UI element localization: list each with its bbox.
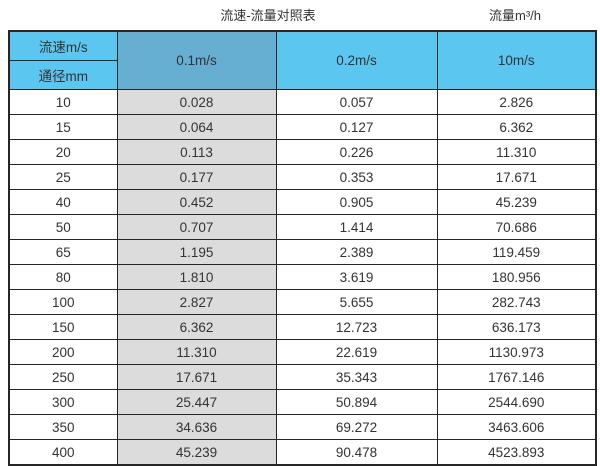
value-cell: 0.353 — [275, 164, 438, 190]
diameter-cell: 80 — [8, 264, 118, 290]
diameter-cell: 40 — [8, 189, 118, 215]
value-cell: 180.956 — [436, 264, 597, 290]
diameter-cell: 300 — [8, 389, 118, 415]
value-cell: 35.343 — [275, 364, 438, 390]
value-cell: 0.452 — [116, 189, 277, 215]
diameter-cell: 25 — [8, 164, 118, 190]
value-cell: 25.447 — [116, 389, 277, 415]
value-cell: 0.113 — [116, 139, 277, 165]
value-cell: 22.619 — [275, 339, 438, 365]
value-cell: 70.686 — [436, 214, 597, 240]
value-cell: 2.827 — [116, 289, 277, 315]
value-cell: 1.195 — [116, 239, 277, 265]
diameter-cell: 65 — [8, 239, 118, 265]
table-row: 25 0.177 0.353 17.671 — [8, 164, 597, 190]
value-cell: 17.671 — [436, 164, 597, 190]
value-cell: 1767.146 — [436, 364, 597, 390]
value-cell: 0.905 — [275, 189, 438, 215]
value-cell: 34.636 — [116, 414, 277, 440]
value-cell: 1130.973 — [436, 339, 597, 365]
table-row: 50 0.707 1.414 70.686 — [8, 214, 597, 240]
corner-velocity-label: 流速m/s — [8, 30, 118, 61]
diameter-cell: 400 — [8, 439, 118, 466]
diameter-cell: 50 — [8, 214, 118, 240]
table-row: 65 1.195 2.389 119.459 — [8, 239, 597, 265]
table-row: 200 11.310 22.619 1130.973 — [8, 339, 597, 365]
table-header: 流速m/s 0.1m/s 0.2m/s 10m/s 通径mm — [8, 30, 597, 90]
value-cell: 45.239 — [436, 189, 597, 215]
value-cell: 2.826 — [436, 89, 597, 115]
value-cell: 3.619 — [275, 264, 438, 290]
diameter-cell: 350 — [8, 414, 118, 440]
table-row: 15 0.064 0.127 6.362 — [8, 114, 597, 140]
diameter-cell: 200 — [8, 339, 118, 365]
value-cell: 119.459 — [436, 239, 597, 265]
value-cell: 6.362 — [436, 114, 597, 140]
table-row: 350 34.636 69.272 3463.606 — [8, 414, 597, 440]
diameter-cell: 15 — [8, 114, 118, 140]
value-cell: 282.743 — [436, 289, 597, 315]
table-body: 10 0.028 0.057 2.826 15 0.064 0.127 6.362 20 0.11… — [8, 89, 597, 466]
table-row: 300 25.447 50.894 2544.690 — [8, 389, 597, 415]
diameter-cell: 250 — [8, 364, 118, 390]
value-cell: 6.362 — [116, 314, 277, 340]
value-cell: 0.064 — [116, 114, 277, 140]
table-row: 250 17.671 35.343 1767.146 — [8, 364, 597, 390]
corner-diameter-label: 通径mm — [8, 60, 118, 90]
value-cell: 0.028 — [116, 89, 277, 115]
value-cell: 45.239 — [116, 439, 277, 466]
value-cell: 0.707 — [116, 214, 277, 240]
flow-rate-table: 流速m/s 0.1m/s 0.2m/s 10m/s 通径mm 10 0.028 0.… — [8, 30, 597, 466]
value-cell: 1.414 — [275, 214, 438, 240]
diameter-cell: 150 — [8, 314, 118, 340]
value-cell: 90.478 — [275, 439, 438, 466]
value-cell: 12.723 — [275, 314, 438, 340]
table-row: 20 0.113 0.226 11.310 — [8, 139, 597, 165]
value-cell: 2544.690 — [436, 389, 597, 415]
table-row: 80 1.810 3.619 180.956 — [8, 264, 597, 290]
table-row: 150 6.362 12.723 636.173 — [8, 314, 597, 340]
value-cell: 50.894 — [275, 389, 438, 415]
page-title: 流速-流量对照表 — [220, 8, 316, 23]
diameter-cell: 20 — [8, 139, 118, 165]
table-row: 40 0.452 0.905 45.239 — [8, 189, 597, 215]
value-cell: 1.810 — [116, 264, 277, 290]
value-cell: 0.177 — [116, 164, 277, 190]
value-cell: 4523.893 — [436, 439, 597, 466]
column-header-0-2ms: 0.2m/s — [275, 30, 438, 90]
value-cell: 0.057 — [275, 89, 438, 115]
value-cell: 636.173 — [436, 314, 597, 340]
title-bar: 流速-流量对照表 流量m³/h — [0, 0, 600, 30]
value-cell: 0.127 — [275, 114, 438, 140]
value-cell: 69.272 — [275, 414, 438, 440]
value-cell: 3463.606 — [436, 414, 597, 440]
value-cell: 17.671 — [116, 364, 277, 390]
value-cell: 0.226 — [275, 139, 438, 165]
value-cell: 2.389 — [275, 239, 438, 265]
table-row: 100 2.827 5.655 282.743 — [8, 289, 597, 315]
column-header-10ms: 10m/s — [436, 30, 597, 90]
diameter-cell: 10 — [8, 89, 118, 115]
table-row: 400 45.239 90.478 4523.893 — [8, 439, 597, 466]
table-row: 10 0.028 0.057 2.826 — [8, 89, 597, 115]
value-cell: 11.310 — [116, 339, 277, 365]
value-cell: 11.310 — [436, 139, 597, 165]
flow-unit-label: 流量m³/h — [488, 8, 542, 23]
diameter-cell: 100 — [8, 289, 118, 315]
value-cell: 5.655 — [275, 289, 438, 315]
column-header-0-1ms: 0.1m/s — [116, 30, 277, 90]
